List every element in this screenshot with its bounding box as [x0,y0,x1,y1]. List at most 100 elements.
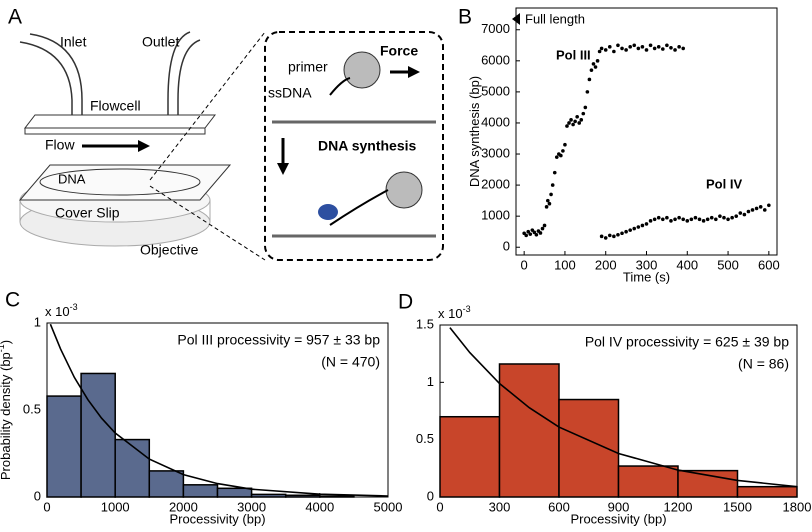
bar [80,372,116,498]
data-point [746,209,751,214]
y-tick-label: 2000 [481,177,510,192]
data-point [767,203,771,208]
data-point [607,45,612,49]
x-tick-label: 200 [595,257,617,272]
x-tick-label: 600 [758,257,780,272]
series-label: Pol III [556,47,591,62]
bar [558,398,620,498]
bar [114,438,151,498]
data-point [589,68,594,72]
label: Objective [140,242,199,258]
label: primer [288,59,328,75]
data-point [599,234,604,239]
data-point [701,219,706,223]
x-tick-label: 300 [489,499,511,514]
data-point [552,170,557,175]
data-point [652,217,657,222]
bar [148,470,185,498]
data-point [640,223,645,228]
data-point [628,228,632,232]
y-tick-label: 1.5 [416,316,434,331]
data-point [597,49,602,54]
data-point [673,48,677,52]
data-point [652,46,657,51]
x-tick-label: 500 [717,257,739,272]
data-point [636,225,641,229]
data-point [734,214,739,218]
y-tick-label: 3000 [481,145,510,160]
flowcell [23,114,217,135]
data-point [583,105,588,110]
data-point [591,62,596,66]
y-axis-label-end: ) [0,340,13,344]
polymerase [318,204,338,220]
data-point [599,46,604,51]
y-tick-label: 0.5 [416,431,434,446]
data-point [673,217,677,222]
data-point [718,214,722,218]
label: Inlet [60,34,87,50]
axis-multiplier: x 10-3 [45,302,78,319]
data-point [677,215,681,220]
bar [182,484,219,498]
data-point [579,118,584,122]
data-point [546,198,550,203]
bar [284,494,321,498]
label: DNA [58,171,86,186]
bar [617,465,679,498]
x-axis-label: Processivity (bp) [570,511,666,526]
y-axis-label: DNA synthesis (bp) [467,76,482,187]
data-point [665,43,669,48]
x-tick-label: 0 [436,499,443,514]
y-tick-label: 6000 [481,52,510,67]
bar [250,493,287,498]
data-point [526,229,531,234]
data-point [593,65,598,69]
data-point [738,211,743,215]
x-tick-label: 0 [521,257,528,272]
x-tick-label: 1800 [783,499,812,514]
synthesis-arrow-head [277,163,289,175]
data-point [656,215,661,220]
bar [46,395,82,498]
panel-label: B [458,6,472,29]
data-point [669,45,673,50]
annotation: Pol IV processivity = 625 ± 39 bp [585,334,789,350]
data-point [549,192,553,197]
data-point [685,219,690,223]
data-point [681,46,686,51]
multiplier-base: x 10 [45,304,70,319]
label: DNA synthesis [318,138,417,154]
data-point [540,226,545,231]
data-point [603,236,608,240]
data-point [547,201,552,206]
data-point [754,206,759,211]
data-point [730,215,734,220]
x-tick-label: 1200 [664,499,693,514]
data-point [632,226,637,231]
y-tick-label: 5000 [481,83,510,98]
fit-curve [49,323,389,497]
data-point [620,231,624,236]
data-point [616,233,620,237]
inset-box [264,31,444,261]
x-tick-label: 400 [676,257,698,272]
panel-label: C [5,289,20,312]
data-point [563,142,567,147]
force-arrow-head [408,66,420,78]
zoom-line [149,31,266,261]
label: Flowcell [90,98,141,114]
data-point [624,48,628,52]
data-point [681,217,686,222]
data-point [640,45,645,49]
data-point [565,124,569,128]
x-tick-label: 5000 [374,499,403,514]
data-point [705,217,710,222]
x-axis-label: Processivity (bp) [169,511,265,526]
label: ssDNA [268,85,312,101]
data-point [538,231,543,235]
data-point [661,217,665,222]
surface [272,120,436,238]
